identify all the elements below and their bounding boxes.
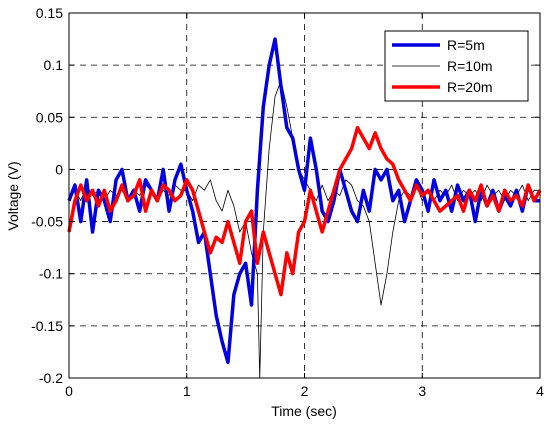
series-line-r-5m <box>67 37 540 365</box>
x-tick-label: 2 <box>301 383 309 399</box>
x-axis-label: Time (sec) <box>271 403 337 419</box>
y-tick-label: 0 <box>55 161 63 177</box>
legend-label: R=20m <box>447 79 493 95</box>
y-tick-label: -0.15 <box>31 318 63 334</box>
y-tick-label: -0.2 <box>39 370 63 386</box>
legend: R=5m R=10m R=20m <box>384 30 529 102</box>
x-tick-label: 4 <box>536 383 544 399</box>
y-tick-label: -0.05 <box>31 214 63 230</box>
series-layer <box>67 37 542 379</box>
y-tick-label: 0.05 <box>36 109 63 125</box>
legend-label: R=5m <box>447 37 485 53</box>
y-tick-label: -0.1 <box>39 266 63 282</box>
series-line-r-20m <box>67 125 542 297</box>
x-tick-label: 1 <box>183 383 191 399</box>
y-axis-label: Voltage (V) <box>5 161 21 230</box>
x-tick-label: 3 <box>418 383 426 399</box>
y-tick-label: 0.1 <box>44 57 64 73</box>
y-tick-label: 0.15 <box>36 5 63 21</box>
axis-ticks: 0 1 2 3 4 -0.2 -0.15 -0.1 -0.05 0 0.05 0.1 0.15 <box>31 5 544 399</box>
legend-label: R=10m <box>447 58 493 74</box>
x-tick-label: 0 <box>65 383 73 399</box>
